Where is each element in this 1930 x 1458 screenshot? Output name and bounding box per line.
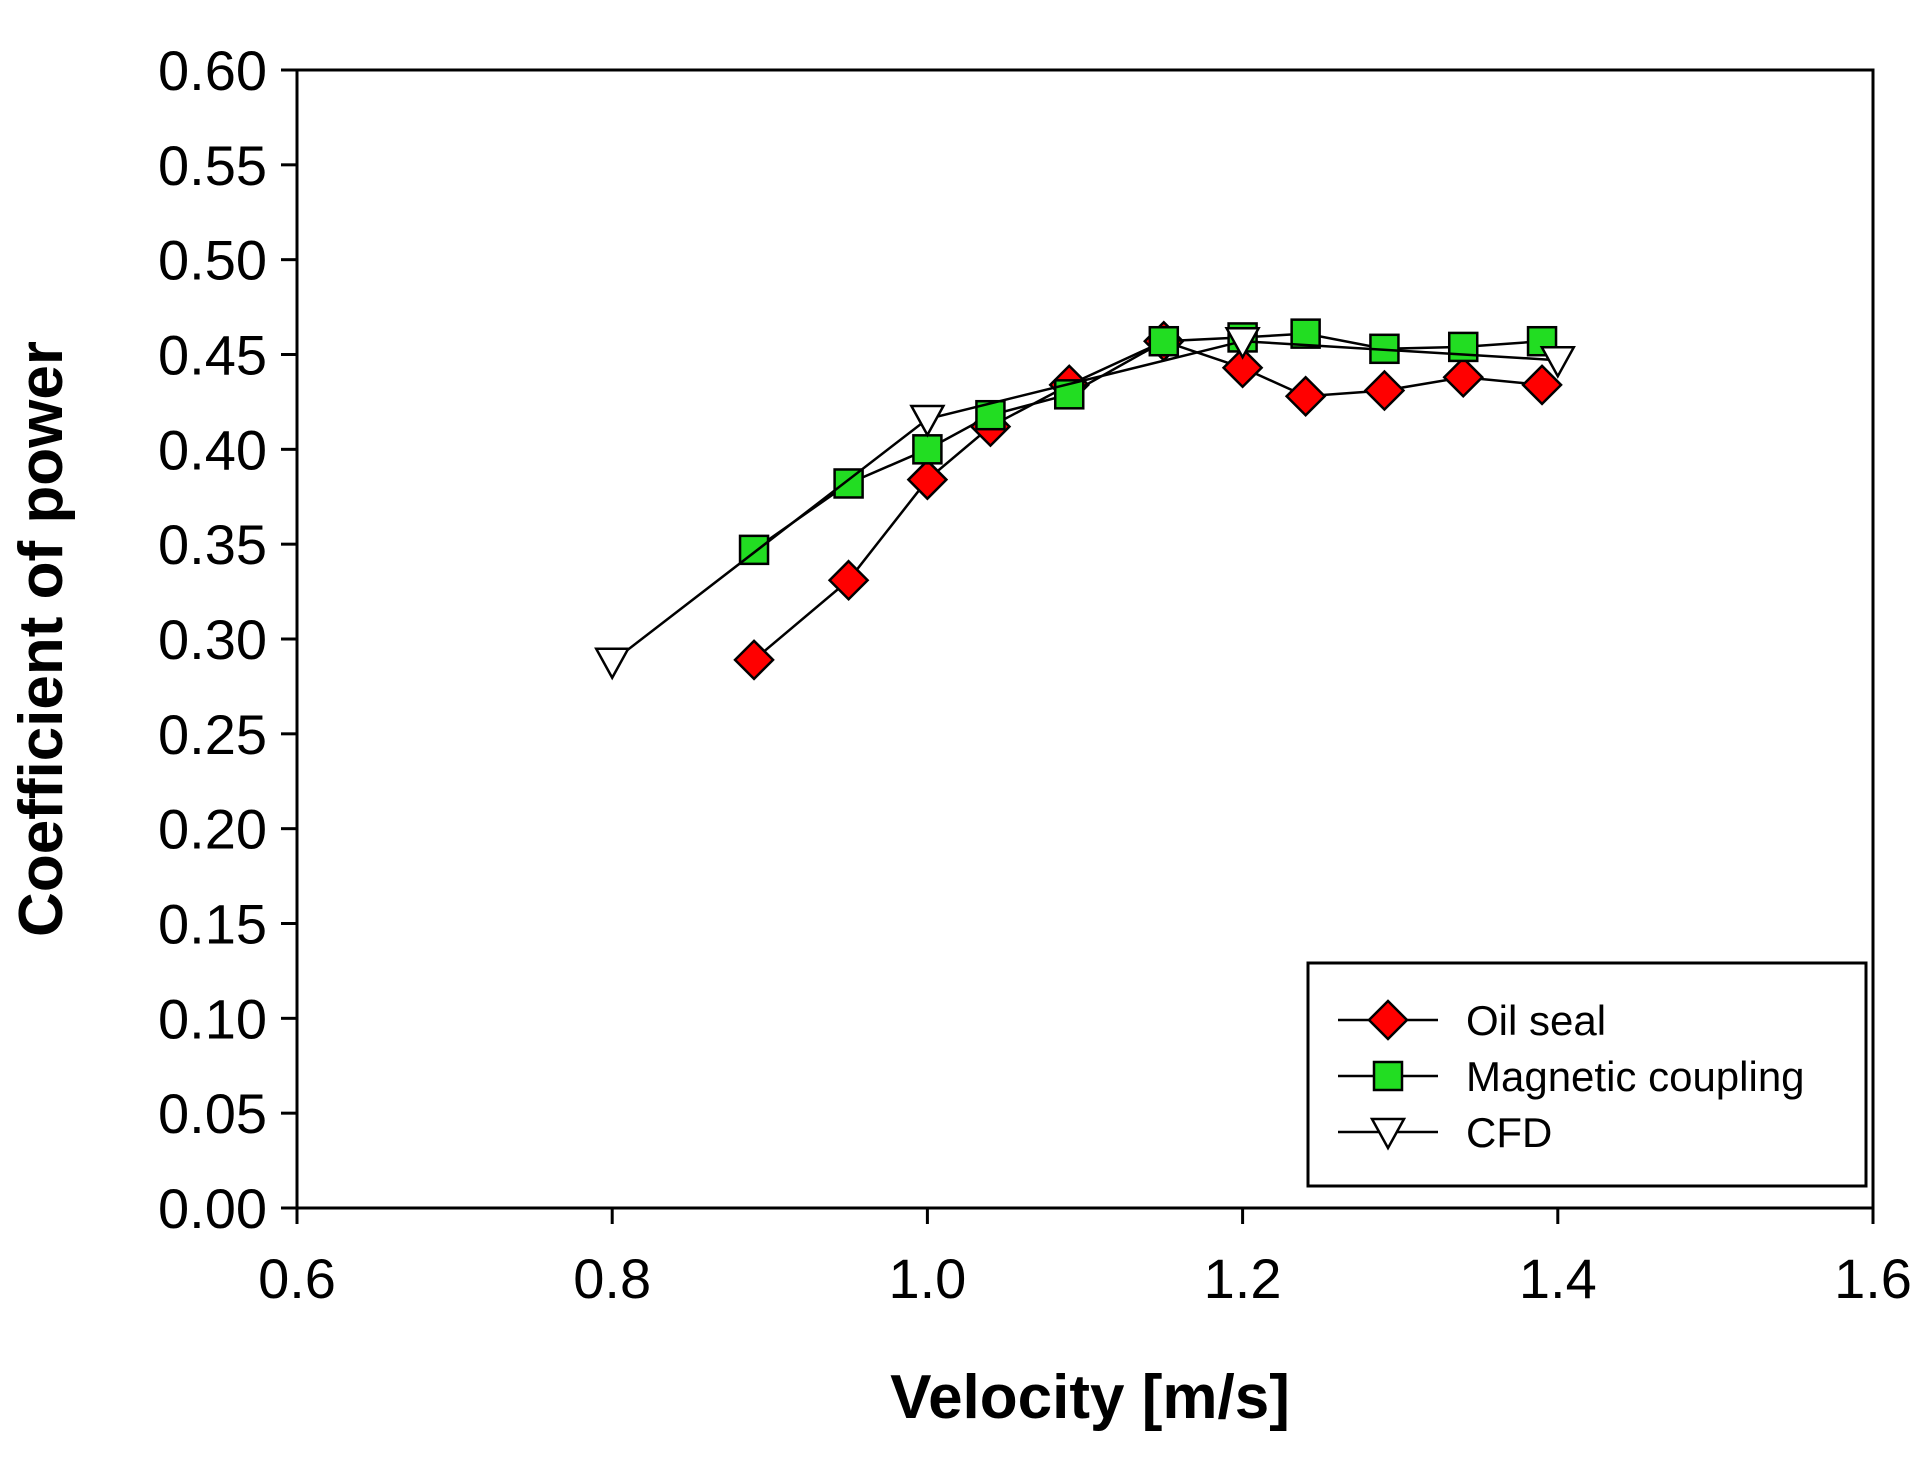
data-point: [1442, 356, 1485, 399]
legend-item: Magnetic coupling: [1338, 1053, 1805, 1100]
y-tick-label: 0.30: [158, 608, 267, 671]
data-point: [833, 468, 864, 499]
x-tick-label: 0.6: [258, 1247, 336, 1310]
data-point: [594, 647, 631, 681]
data-point: [912, 434, 943, 465]
legend-marker: [1367, 999, 1409, 1041]
data-point: [1284, 375, 1327, 417]
y-tick-label: 0.60: [158, 39, 267, 102]
legend-item: CFD: [1338, 1109, 1552, 1156]
data-point: [1521, 364, 1563, 406]
y-tick-label: 0.55: [158, 134, 267, 197]
x-tick-label: 1.4: [1519, 1247, 1597, 1310]
legend-label: Magnetic coupling: [1466, 1053, 1805, 1100]
y-tick-label: 0.05: [158, 1082, 267, 1145]
series-magnetic-coupling: [738, 318, 1558, 566]
data-point: [1539, 345, 1576, 379]
y-tick-label: 0.45: [158, 324, 267, 387]
legend-label: CFD: [1466, 1109, 1552, 1156]
x-tick-label: 1.2: [1204, 1247, 1282, 1310]
legend: Oil seal Magnetic coupling CFD: [1306, 961, 1868, 1188]
data-point: [827, 559, 870, 601]
data-point: [906, 458, 949, 501]
y-tick-label: 0.10: [158, 987, 267, 1050]
legend-item: Oil seal: [1338, 997, 1606, 1044]
series-line: [753, 332, 1543, 551]
legend-marker: [1369, 1117, 1407, 1151]
data-point: [1363, 369, 1406, 412]
data-point: [1221, 347, 1264, 389]
series-line: [753, 339, 1543, 661]
data-point: [1224, 326, 1261, 360]
y-axis: 0.00 0.05 0.10 0.15 0.20 0.25 0.30 0.35 0.40 0.45…: [158, 39, 297, 1240]
data-point: [733, 639, 775, 681]
series-line: [611, 339, 1558, 663]
x-axis-title: Velocity [m/s]: [890, 1363, 1290, 1432]
x-tick-label: 1.6: [1834, 1247, 1912, 1310]
series-layer: [594, 318, 1576, 681]
x-axis: 0.6 0.8 1.0 1.2 1.4 1.6: [258, 1208, 1912, 1310]
legend-marker: [1372, 1060, 1404, 1092]
series-oil-seal: [733, 320, 1563, 681]
series-cfd: [594, 326, 1576, 681]
y-tick-label: 0.40: [158, 418, 267, 481]
y-tick-label: 0.35: [158, 513, 267, 576]
y-tick-label: 0.25: [158, 703, 267, 766]
legend-label: Oil seal: [1466, 997, 1606, 1044]
x-tick-label: 1.0: [888, 1247, 966, 1310]
data-point: [1148, 325, 1180, 357]
data-point: [909, 404, 946, 438]
y-tick-label: 0.20: [158, 798, 267, 861]
y-tick-label: 0.50: [158, 229, 267, 292]
data-point: [975, 399, 1006, 431]
x-tick-label: 0.8: [573, 1247, 651, 1310]
y-tick-label: 0.15: [158, 893, 267, 956]
y-axis-title: Coefficient of power: [7, 341, 76, 937]
data-point: [1290, 318, 1321, 349]
data-point: [1447, 331, 1479, 363]
y-tick-label: 0.00: [158, 1177, 267, 1240]
